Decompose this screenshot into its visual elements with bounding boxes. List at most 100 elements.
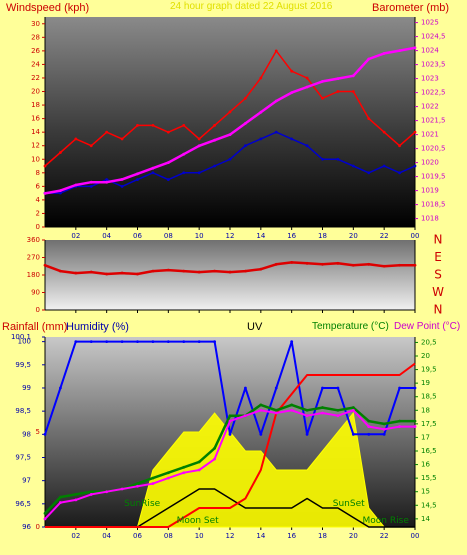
humidity-point [336,386,340,390]
barometer-y-tick-label: 1024 [421,47,439,55]
temperature-point [290,403,294,407]
direction-y-tick-label: 90 [31,289,40,297]
wind-barometer-chart: 02 04 06 08 10 12 14 16 18 20 22 000246810121416182… [31,17,446,240]
compass-label: N [434,233,443,247]
temperature-y-tick-label: 17,5 [421,420,437,428]
temperature-point [398,419,401,423]
x-tick-label: 14 [256,532,265,540]
temperature-y-tick-label: 19,5 [421,366,437,374]
wind-direction-point [321,262,324,266]
barometer-point [136,172,139,176]
wind-y-tick-label: 18 [31,101,40,109]
temperature-point [367,419,371,423]
wind-gust-point [413,130,417,134]
wind-gust-point [336,90,340,93]
temperature-y-tick-label: 17 [421,433,430,441]
wind-y-tick-label: 4 [36,196,41,204]
wind-direction-point [43,263,47,267]
wind-direction-point [398,263,401,267]
humidity-point [413,386,417,390]
x-tick-label: 06 [133,232,142,240]
wind-direction-point [120,271,124,275]
wind-direction-point [166,268,170,272]
barometer-y-tick-label: 1022 [421,103,439,111]
wind-average-point [197,171,201,175]
wind-direction-point [244,269,247,273]
barometer-point [59,189,62,193]
wind-gust-point [213,123,216,127]
wind-plot-background [45,17,415,227]
temperature-y-tick-label: 16 [421,461,430,469]
barometer-point [321,80,324,83]
wind-direction-point [213,269,216,273]
wind-gust-point [398,144,401,148]
humidity-y-tick-label: 98 [22,430,31,438]
dewpoint-point [120,487,124,491]
compass-label: S [434,268,442,282]
sun-moon-annotation: SunRise [124,499,161,509]
wind-average-point [351,164,355,168]
x-tick-label: 00 [411,232,420,240]
wind-direction-point [182,269,186,273]
wind-gust-point [166,130,170,134]
x-tick-label: 16 [287,232,296,240]
wind-direction-point [305,261,309,265]
wind-average-point [321,157,324,161]
wind-gust-point [197,137,201,141]
humidity-point [382,432,386,436]
x-tick-label: 12 [226,532,235,540]
wind-direction-point [74,271,78,275]
barometer-y-tick-label: 1020,5 [421,145,446,153]
wind-average-point [290,137,294,141]
x-tick-label: 20 [349,232,358,240]
temperature-point [305,408,309,412]
dewpoint-point [382,427,386,431]
direction-y-tick-label: 180 [27,271,40,279]
temperature-point [136,482,139,485]
barometer-y-tick-label: 1021,5 [421,117,446,125]
barometer-y-tick-label: 1025 [421,19,439,27]
temperature-point [151,476,155,480]
temperature-point [166,471,170,475]
humidity-point [290,340,294,344]
compass-label: N [434,303,443,317]
barometer-y-tick-label: 1023 [421,75,439,83]
wind-gust-point [244,96,247,100]
temperature-point [43,512,47,515]
dewpoint-point [166,476,170,480]
wind-average-point [166,178,170,181]
wind-direction-point [274,262,278,266]
barometer-point [120,178,124,181]
dewpoint-point [74,498,78,502]
chart-title: 24 hour graph dated 22 August 2016 [170,1,333,12]
humidity-point [244,386,247,390]
barometer-axis-title: Barometer (mb) [372,2,450,14]
barometer-y-tick-label: 1021 [421,131,439,139]
temperature-point [197,460,201,464]
wind-y-tick-label: 14 [31,128,40,136]
wind-gust-point [136,123,139,127]
dewpoint-point [182,471,186,475]
barometer-point [74,183,78,187]
wind-gust-point [290,69,294,73]
wind-gust-point [120,137,124,141]
humidity-point [305,432,309,436]
dewpoint-point [244,414,247,418]
uv-axis-title: UV [247,321,263,333]
direction-y-tick-label: 360 [27,236,40,244]
wind-gust-point [367,117,371,121]
direction-y-tick-label: 270 [27,254,40,262]
humidity-axis-title: Humidity (%) [66,321,129,333]
barometer-y-tick-label: 1020 [421,159,439,167]
humidity-point [321,386,324,390]
dewpoint-axis-title: Dew Point (°C) [394,321,461,332]
dewpoint-point [336,414,340,418]
wind-gust-point [43,164,47,168]
barometer-y-tick-label: 1018,5 [421,201,446,209]
temperature-y-tick-label: 14 [421,515,430,523]
wind-average-point [398,171,401,175]
humidity-y-tick-label: 97,5 [15,453,31,461]
dewpoint-point [89,493,93,496]
